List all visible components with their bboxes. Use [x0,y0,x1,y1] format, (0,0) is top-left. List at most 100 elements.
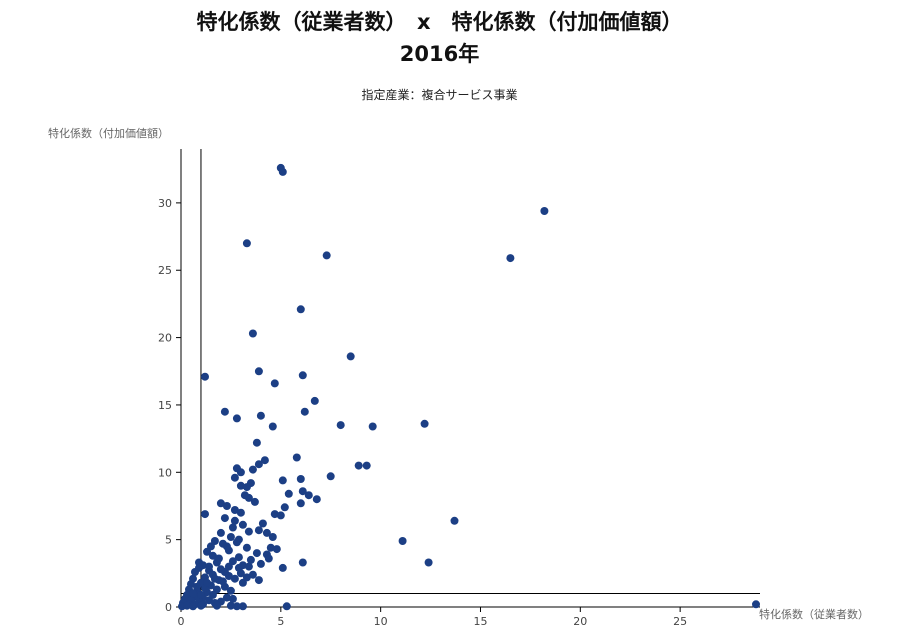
data-point[interactable] [236,508,245,517]
data-point[interactable] [278,167,287,176]
data-point[interactable] [203,547,211,556]
data-point[interactable] [398,537,407,545]
data-point[interactable] [226,586,235,595]
data-point[interactable] [326,472,335,481]
data-point[interactable] [234,563,243,572]
data-point[interactable] [228,594,237,603]
data-point[interactable] [254,576,263,585]
data-point[interactable] [278,563,287,572]
data-point[interactable] [230,473,239,482]
data-point[interactable] [312,495,321,504]
data-point[interactable] [270,510,279,519]
data-point[interactable] [322,251,331,260]
data-point[interactable] [336,421,345,430]
data-point[interactable] [282,602,291,611]
data-point[interactable] [296,475,305,483]
data-point[interactable] [256,559,265,568]
data-point[interactable] [268,422,277,431]
data-point[interactable] [268,533,277,541]
data-point[interactable] [262,528,271,537]
data-point[interactable] [284,489,293,498]
data-point[interactable] [220,407,229,416]
data-point[interactable] [226,601,235,610]
data-point[interactable] [266,543,275,552]
data-point[interactable] [250,497,259,506]
data-point[interactable] [260,456,269,465]
data-point[interactable] [193,582,201,591]
data-point[interactable] [216,499,225,508]
data-point[interactable] [276,511,285,520]
data-point[interactable] [228,557,237,566]
data-point[interactable] [189,589,197,598]
data-point[interactable] [242,483,251,492]
data-point[interactable] [214,554,223,563]
data-point[interactable] [212,601,221,610]
data-point[interactable] [244,493,253,502]
data-point[interactable] [280,503,289,512]
data-point[interactable] [232,602,241,611]
data-point[interactable] [236,468,245,477]
data-point[interactable] [270,379,279,388]
data-point[interactable] [232,538,241,547]
data-point[interactable] [216,528,225,537]
data-point[interactable] [230,506,239,514]
data-point[interactable] [292,453,301,462]
data-point[interactable] [310,396,319,405]
data-point[interactable] [298,487,307,496]
data-point[interactable] [232,414,241,423]
data-point[interactable] [203,578,211,587]
data-point[interactable] [195,563,203,572]
data-point[interactable] [304,491,313,500]
data-point[interactable] [242,543,251,552]
data-point[interactable] [298,371,307,380]
data-point[interactable] [197,601,205,610]
data-point[interactable] [208,551,217,560]
data-point[interactable] [244,562,253,571]
data-point[interactable] [234,553,243,562]
data-point[interactable] [298,558,307,567]
data-point[interactable] [248,570,257,579]
data-point[interactable] [506,254,515,263]
data-point[interactable] [258,519,267,528]
data-point[interactable] [362,461,371,470]
data-point[interactable] [752,600,760,609]
data-point[interactable] [201,510,209,519]
data-point[interactable] [242,239,251,248]
data-point[interactable] [205,562,213,571]
data-point[interactable] [424,558,433,567]
data-point[interactable] [183,601,191,610]
data-point[interactable] [450,516,459,525]
data-point[interactable] [296,499,305,508]
data-point[interactable] [354,461,363,470]
data-point[interactable] [222,542,231,551]
data-point[interactable] [346,352,355,361]
data-point[interactable] [230,516,239,525]
data-point[interactable] [254,367,263,376]
data-point[interactable] [252,549,261,558]
data-point[interactable] [210,574,219,583]
data-point[interactable] [216,565,225,574]
data-point[interactable] [201,372,209,381]
data-point[interactable] [222,593,231,602]
data-point[interactable] [236,481,245,490]
data-point[interactable] [224,572,233,580]
data-point[interactable] [248,329,257,338]
data-point[interactable] [244,527,253,536]
data-point[interactable] [264,554,273,563]
data-point[interactable] [256,411,265,420]
data-point[interactable] [272,545,281,554]
data-point[interactable] [300,407,309,416]
data-point[interactable] [254,460,263,469]
data-point[interactable] [230,574,239,583]
data-point[interactable] [226,533,235,541]
data-point[interactable] [189,602,197,611]
data-point[interactable] [540,207,549,215]
data-point[interactable] [218,577,227,586]
data-point[interactable] [197,590,205,599]
data-point[interactable] [220,514,229,523]
data-point[interactable] [248,465,257,474]
data-point[interactable] [254,526,263,535]
data-point[interactable] [238,520,247,529]
data-point[interactable] [228,523,237,532]
data-point[interactable] [420,419,429,428]
